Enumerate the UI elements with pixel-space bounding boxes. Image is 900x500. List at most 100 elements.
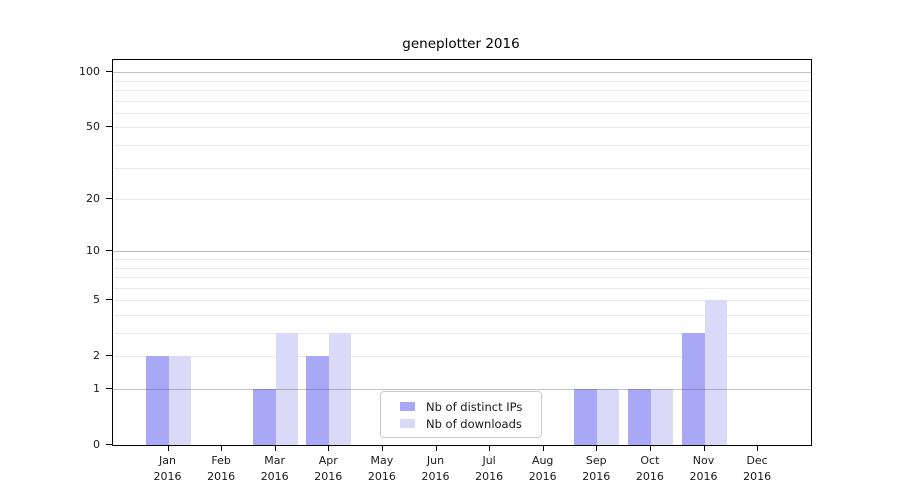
- bar-distinct-ips-nov: [681, 333, 705, 445]
- x-axis-tick: [328, 445, 330, 451]
- minor-gridline: [113, 145, 811, 147]
- year-label: 2016: [153, 470, 182, 483]
- x-tick-label: Sep 2016: [566, 453, 626, 485]
- year-label: 2016: [314, 470, 343, 483]
- y-tick-label: 20: [86, 192, 100, 206]
- year-label: 2016: [475, 470, 504, 483]
- y-axis-tick: [106, 198, 112, 200]
- month-label: Feb: [211, 454, 231, 467]
- y-axis-tick: [106, 355, 112, 357]
- minor-gridline: [113, 127, 811, 129]
- year-label: 2016: [582, 470, 611, 483]
- legend-label-distinct-ips: Nb of distinct IPs: [426, 399, 523, 414]
- minor-gridline: [113, 333, 811, 335]
- x-axis-tick: [221, 445, 223, 451]
- legend: Nb of distinct IPs Nb of downloads: [380, 391, 542, 438]
- bar-downloads-mar: [275, 333, 298, 445]
- minor-gridline: [113, 287, 811, 289]
- y-tick-label: 100: [79, 65, 100, 79]
- x-axis-tick: [542, 445, 544, 451]
- bar-downloads-sep: [597, 389, 620, 445]
- major-gridline: [113, 251, 811, 253]
- x-axis-tick: [649, 445, 651, 451]
- x-tick-label: May 2016: [352, 453, 412, 485]
- year-label: 2016: [207, 470, 236, 483]
- year-label: 2016: [689, 470, 718, 483]
- minor-gridline: [113, 167, 811, 169]
- x-axis-tick: [703, 445, 705, 451]
- y-tick-label: 2: [93, 349, 100, 363]
- bar-downloads-apr: [329, 333, 352, 445]
- x-tick-label: Jul 2016: [459, 453, 519, 485]
- month-label: Jul: [482, 454, 496, 467]
- month-label: Mar: [264, 454, 286, 467]
- plot-area: [112, 59, 812, 446]
- x-axis-tick: [435, 445, 437, 451]
- y-tick-label: 0: [93, 438, 100, 451]
- x-tick-label: Dec 2016: [727, 453, 787, 485]
- y-tick-label: 50: [86, 120, 100, 134]
- month-label: Jan: [159, 454, 176, 467]
- bar-distinct-ips-apr: [306, 356, 330, 445]
- major-gridline: [113, 389, 811, 390]
- x-tick-label: Jun 2016: [406, 453, 466, 485]
- minor-gridline: [113, 267, 811, 269]
- legend-label-downloads: Nb of downloads: [426, 416, 522, 431]
- month-label: Dec: [746, 454, 768, 467]
- bar-downloads-oct: [650, 389, 673, 445]
- bar-downloads-jan: [168, 356, 191, 445]
- x-tick-label: Mar 2016: [245, 453, 305, 485]
- x-tick-label: Oct 2016: [620, 453, 680, 485]
- bar-distinct-ips-oct: [627, 389, 651, 445]
- minor-gridline: [113, 80, 811, 82]
- x-tick-label: Feb 2016: [191, 453, 251, 485]
- y-axis-tick: [106, 126, 112, 128]
- minor-gridline: [113, 112, 811, 114]
- y-axis-tick: [106, 444, 112, 445]
- year-label: 2016: [635, 470, 664, 483]
- x-axis-tick: [381, 445, 383, 451]
- month-label: Nov: [692, 454, 715, 467]
- legend-swatch-distinct-ips: [400, 402, 415, 411]
- year-label: 2016: [260, 470, 289, 483]
- month-label: Jun: [426, 454, 445, 467]
- year-label: 2016: [367, 470, 396, 483]
- month-label: Aug: [531, 454, 554, 467]
- x-axis-tick: [167, 445, 169, 451]
- x-tick-label: Aug 2016: [513, 453, 573, 485]
- bar-distinct-ips-sep: [574, 389, 598, 445]
- x-axis-tick: [596, 445, 598, 451]
- year-label: 2016: [528, 470, 557, 483]
- y-axis-tick: [106, 250, 112, 252]
- minor-gridline: [113, 199, 811, 201]
- bar-downloads-nov: [704, 300, 727, 445]
- y-tick-label: 10: [86, 244, 100, 258]
- y-axis-tick: [106, 299, 112, 301]
- y-axis-tick: [106, 388, 112, 389]
- legend-item-distinct-ips: Nb of distinct IPs: [400, 398, 541, 415]
- x-axis-tick: [274, 445, 276, 451]
- chart-title: geneplotter 2016: [402, 36, 520, 52]
- month-label: Sep: [585, 454, 607, 467]
- legend-item-downloads: Nb of downloads: [400, 415, 541, 432]
- legend-swatch-downloads: [400, 419, 415, 428]
- year-label: 2016: [743, 470, 772, 483]
- year-label: 2016: [421, 470, 450, 483]
- x-axis-tick: [757, 445, 759, 451]
- minor-gridline: [113, 315, 811, 316]
- minor-gridline: [113, 100, 811, 102]
- y-tick-label: 1: [93, 382, 100, 395]
- month-label: Oct: [640, 454, 660, 467]
- month-label: May: [370, 454, 394, 467]
- bar-distinct-ips-mar: [252, 389, 276, 445]
- x-tick-label: Nov 2016: [674, 453, 734, 485]
- x-axis-tick: [489, 445, 491, 451]
- x-tick-label: Apr 2016: [298, 453, 358, 485]
- y-tick-label: 5: [93, 293, 100, 307]
- y-axis-tick: [106, 71, 112, 73]
- minor-gridline: [113, 90, 811, 92]
- minor-gridline: [113, 259, 811, 260]
- minor-gridline: [113, 300, 811, 302]
- bar-distinct-ips-jan: [145, 356, 169, 445]
